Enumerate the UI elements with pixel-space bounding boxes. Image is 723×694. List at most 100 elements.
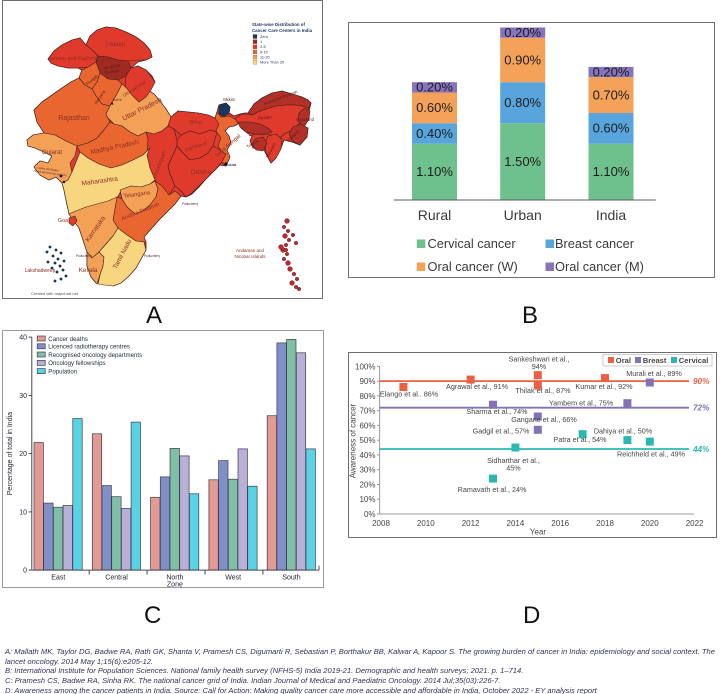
svg-text:Licenced radiotherapy centres: Licenced radiotherapy centres [48, 344, 130, 351]
svg-text:Jammu and Kashmir: Jammu and Kashmir [48, 56, 98, 62]
svg-text:Oncology fellowships: Oncology fellowships [48, 360, 105, 367]
svg-text:0.60%: 0.60% [593, 121, 630, 136]
svg-text:Andaman and: Andaman and [236, 248, 265, 253]
svg-text:0.90%: 0.90% [504, 53, 541, 68]
svg-text:0.20%: 0.20% [504, 25, 541, 40]
svg-text:South: South [282, 575, 300, 582]
svg-text:Goa: Goa [58, 218, 68, 224]
svg-text:Cancer deaths: Cancer deaths [48, 336, 88, 343]
svg-text:Breast: Breast [643, 356, 667, 365]
svg-text:Kerala: Kerala [79, 267, 98, 274]
svg-text:Odisha: Odisha [191, 169, 212, 176]
svg-text:Oral cancer (W): Oral cancer (W) [428, 259, 518, 274]
svg-text:6-10: 6-10 [260, 49, 269, 54]
svg-text:44%: 44% [692, 445, 710, 454]
svg-text:30: 30 [19, 393, 27, 400]
svg-text:Nagaland: Nagaland [296, 117, 315, 122]
svg-text:2014: 2014 [507, 519, 525, 528]
svg-text:Puducherry: Puducherry [76, 254, 93, 258]
svg-text:Percentage of total in India: Percentage of total in India [7, 412, 14, 495]
svg-text:Oral cancer (M): Oral cancer (M) [555, 259, 644, 274]
svg-text:0.40%: 0.40% [416, 126, 453, 141]
svg-text:Gujarat: Gujarat [42, 149, 63, 156]
svg-text:Gadgil et al., 57%: Gadgil et al., 57% [473, 427, 530, 436]
svg-text:Sharma et al., 74%: Sharma et al., 74% [466, 407, 528, 416]
svg-text:2022: 2022 [686, 519, 704, 528]
svg-text:Telangana: Telangana [123, 190, 151, 200]
svg-text:Bihar: Bihar [189, 120, 202, 126]
svg-text:Thilak et al., 87%: Thilak et al., 87% [515, 386, 571, 395]
svg-text:2012: 2012 [462, 519, 480, 528]
svg-text:40: 40 [19, 335, 27, 342]
svg-text:0.20%: 0.20% [416, 80, 453, 95]
svg-text:Sidharthar et al.,: Sidharthar et al., [487, 456, 540, 465]
svg-text:Awareness of cancer: Awareness of cancer [349, 403, 358, 478]
svg-text:Assam: Assam [258, 114, 272, 120]
svg-text:2008: 2008 [372, 519, 390, 528]
svg-text:East: East [51, 575, 65, 582]
svg-text:Zone: Zone [167, 582, 183, 588]
svg-text:West: West [225, 575, 241, 582]
svg-text:Cervical cancer: Cervical cancer [428, 236, 517, 251]
svg-text:Ladakh: Ladakh [105, 41, 125, 49]
svg-text:Rural: Rural [418, 207, 451, 223]
svg-text:2-5: 2-5 [260, 44, 266, 49]
svg-text:45%: 45% [506, 464, 521, 473]
svg-text:1.10%: 1.10% [593, 164, 630, 179]
svg-text:Pradesh: Pradesh [104, 68, 120, 76]
svg-text:Central: Central [105, 575, 128, 582]
svg-text:Reichheld et al., 49%: Reichheld et al., 49% [617, 450, 686, 459]
svg-text:Murali et al., 89%: Murali et al., 89% [626, 369, 682, 378]
svg-text:60%: 60% [359, 421, 375, 430]
svg-text:2016: 2016 [551, 519, 569, 528]
svg-text:94%: 94% [532, 362, 547, 371]
svg-text:0.80%: 0.80% [504, 95, 541, 110]
svg-text:40%: 40% [359, 451, 375, 460]
svg-text:India: India [596, 207, 627, 223]
svg-text:80%: 80% [359, 392, 375, 401]
svg-text:1.10%: 1.10% [416, 164, 453, 179]
svg-text:Yambem et al., 75%: Yambem et al., 75% [549, 399, 614, 408]
svg-text:More Than 20: More Than 20 [260, 60, 285, 65]
svg-text:70%: 70% [359, 407, 375, 416]
svg-text:10: 10 [19, 509, 27, 516]
svg-text:90%: 90% [693, 377, 710, 386]
svg-text:Gangane et al., 66%: Gangane et al., 66% [511, 415, 577, 424]
svg-text:Sikkim: Sikkim [223, 97, 236, 102]
svg-text:0.20%: 0.20% [593, 64, 630, 79]
svg-text:2010: 2010 [417, 519, 435, 528]
svg-text:Haveli and Daman and Diu: Haveli and Daman and Diu [33, 169, 67, 178]
svg-text:Urban: Urban [504, 207, 542, 223]
svg-text:Agrawal et al., 91%: Agrawal et al., 91% [446, 382, 509, 391]
svg-text:2020: 2020 [641, 519, 659, 528]
svg-text:0%: 0% [364, 510, 376, 519]
svg-text:Cancer Care Centers in India: Cancer Care Centers in India [252, 28, 313, 33]
svg-text:11-20: 11-20 [260, 55, 270, 60]
svg-text:50%: 50% [359, 436, 375, 445]
svg-text:Oral: Oral [616, 356, 631, 365]
svg-text:Dahiya et al., 50%: Dahiya et al., 50% [594, 427, 653, 436]
svg-text:North: North [166, 575, 183, 582]
svg-text:Patra et al., 54%: Patra et al., 54% [553, 435, 607, 444]
svg-text:Cervical: Cervical [679, 356, 709, 365]
svg-text:20: 20 [19, 451, 27, 458]
svg-text:Rajasthan: Rajasthan [58, 115, 90, 122]
svg-text:Dadra and Nagar: Dadra and Nagar [37, 166, 59, 173]
svg-text:Puducherry: Puducherry [144, 254, 161, 258]
svg-text:Himachal: Himachal [103, 63, 120, 71]
svg-text:Created with mapchart.net: Created with mapchart.net [31, 291, 79, 296]
svg-text:100%: 100% [355, 362, 375, 371]
svg-text:Population: Population [48, 368, 77, 375]
svg-text:Ramavath et al., 24%: Ramavath et al., 24% [458, 485, 527, 494]
svg-text:2018: 2018 [596, 519, 614, 528]
svg-text:Kumar et al., 92%: Kumar et al., 92% [575, 382, 633, 391]
svg-text:Lakshadweep: Lakshadweep [25, 268, 56, 274]
svg-text:20%: 20% [359, 481, 375, 490]
svg-text:Recognised oncology department: Recognised oncology departments [48, 352, 142, 359]
svg-text:Sankeshwari et al.,: Sankeshwari et al., [509, 355, 570, 364]
svg-text:State-wise Distribution of: State-wise Distribution of [252, 22, 305, 27]
svg-text:30%: 30% [359, 466, 375, 475]
svg-text:0.70%: 0.70% [593, 87, 630, 102]
svg-text:Puducherry: Puducherry [182, 202, 199, 206]
svg-text:Elango et al.. 86%: Elango et al.. 86% [380, 390, 439, 399]
